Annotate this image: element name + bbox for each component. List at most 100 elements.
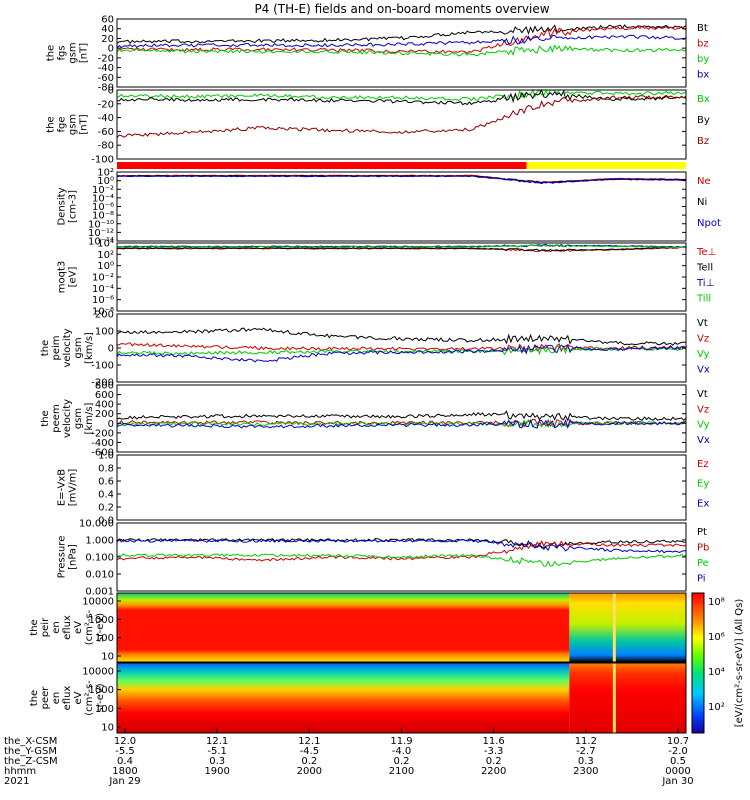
series-temp-Tell: [116, 246, 687, 252]
x-row-label: the_Z-CSM: [4, 756, 58, 767]
y-tick-label: 800: [95, 381, 114, 392]
y-axis-label-line: gsm: [68, 42, 79, 63]
legend-Npot: Npot: [697, 218, 721, 229]
y-tick-label: 10⁻¹²: [88, 228, 114, 239]
y-axis-label-line: gsm: [68, 114, 79, 135]
panel-efield: 1.0 0.8 0.6 0.4 0.2 0.0 E=-VxB[mV/m] Ez Ey Ex: [57, 451, 710, 527]
legend-Bt: Bt: [697, 23, 708, 34]
series-density-Npot: [116, 175, 687, 185]
x-row-label: the_X-CSM: [4, 736, 57, 747]
x-tick-label-z: 0.4: [117, 756, 133, 767]
y-tick-label: 10²: [97, 168, 114, 179]
colorbar-scale: [691, 592, 705, 734]
colorbar-tick-label: 10⁶: [708, 632, 725, 643]
y-axis-label-line: fgs: [57, 45, 68, 60]
mode-bar-yellow: [526, 162, 686, 169]
legend-Vt: Vt: [697, 318, 708, 329]
x-tick-label-hhmm: 2100: [389, 766, 414, 777]
x-tick-label-x: 11.9: [390, 736, 412, 747]
y-tick-label: 10⁻⁶: [92, 202, 114, 213]
series-pressure-Pt: [116, 537, 687, 549]
y-axis-label-line: en: [51, 621, 62, 634]
x-tick-label-y: -5.1: [207, 746, 227, 757]
x-tick-label-hhmm: 1900: [204, 766, 229, 777]
y-tick-label: 600: [95, 390, 114, 401]
series-fgs-bx: [116, 34, 687, 49]
x-tick-label-x: 11.6: [483, 736, 505, 747]
legend-Bz: Bz: [697, 136, 709, 147]
panel-frame: [116, 454, 687, 521]
x-tick-label-z: 0.2: [301, 756, 317, 767]
legend-Vz: Vz: [697, 404, 709, 415]
series-peem-Vt: [116, 410, 687, 422]
line-panels: 6040200-20-40-60-80thefgsgsm[nT]Btbzbybx…: [40, 15, 721, 598]
y-tick-label: 0: [108, 44, 114, 55]
y-tick-label: -40: [98, 113, 114, 124]
x-tick-label-date: Jan 30: [661, 776, 693, 787]
y-tick-label: 0.8: [98, 464, 114, 475]
y-tick-label: -100: [91, 361, 114, 372]
y-axis-label-line: peer: [40, 686, 51, 710]
legend-by: by: [697, 54, 709, 65]
y-axis-label-line: sr-eV): [95, 683, 106, 712]
y-tick-label: 10⁰: [97, 261, 114, 272]
x-axis-table: the_X-CSMthe_Y-GSMthe_Z-CSMhhmm202112.0-…: [4, 728, 694, 787]
x-tick-label-hhmm: 2200: [481, 766, 506, 777]
y-tick-label: -80: [98, 83, 114, 94]
spectrogram-region-late: [569, 663, 686, 733]
y-axis-label-line: the: [40, 410, 51, 426]
y-axis-label-line: eflux: [62, 686, 73, 711]
y-axis-label-line: (cm²-s-: [84, 609, 95, 645]
series-temp-Till: [116, 244, 687, 249]
x-tick-label-x: 11.2: [575, 736, 597, 747]
y-tick-label: 0.001: [85, 587, 114, 598]
y-tick-label: 10⁰: [97, 176, 114, 187]
y-axis-label-line: [km/s]: [84, 402, 95, 434]
legend-Ti⊥: Ti⊥: [696, 278, 714, 289]
y-tick-label: 400: [95, 400, 114, 411]
legend-Pi: Pi: [697, 574, 706, 585]
y-tick-label: 10⁻¹⁴: [88, 237, 114, 248]
x-tick-label-x: 10.7: [667, 736, 689, 747]
y-tick-label: -60: [98, 127, 114, 138]
y-tick-label: 10⁻⁴: [92, 284, 114, 295]
y-tick-label: 100: [95, 633, 114, 644]
y-axis-label-line: peem: [51, 404, 62, 432]
y-tick-label: 10000: [82, 597, 114, 608]
series-pressure-Pi: [116, 538, 687, 554]
y-tick-label: 10.000: [79, 519, 114, 530]
y-axis-label: thepeirenefluxeV(cm²-s-sr-eV): [29, 609, 106, 645]
y-axis-label-line: velocity: [62, 328, 73, 367]
y-tick-label: 10⁻¹⁰: [88, 219, 114, 230]
x-tick-label-y: -2.7: [576, 746, 596, 757]
series-fge-Bx: [116, 88, 687, 102]
x-tick-label-y: -5.5: [115, 746, 135, 757]
figure-title: P4 (TH-E) fields and on-board moments ov…: [254, 2, 549, 16]
spectrogram-peer: 10000 1000 100 10 thepeerenefluxeV(cm²-s-sr-…: [29, 662, 687, 734]
legend-Pt: Pt: [697, 527, 707, 538]
x-tick-label-hhmm: 1800: [112, 766, 137, 777]
x-tick-label-x: 12.0: [114, 736, 136, 747]
y-axis-label-line: [mV/m]: [68, 469, 79, 507]
y-tick-label: -200: [91, 428, 114, 439]
y-tick-label: 40: [101, 24, 114, 35]
y-tick-label: -20: [98, 53, 114, 64]
series-fge-By: [117, 88, 687, 106]
y-tick-label: 10⁻⁸: [92, 211, 114, 222]
x-tick-label-z: 0.2: [486, 756, 502, 767]
x-tick-label-y: -2.0: [668, 746, 688, 757]
y-axis-label-line: Density: [57, 187, 68, 225]
y-axis-label-line: gsm: [73, 408, 84, 429]
y-tick-label: 60: [101, 15, 114, 26]
y-tick-label: -40: [98, 63, 114, 74]
y-tick-label: 1.0: [98, 451, 114, 462]
y-axis-label-line: en: [51, 692, 62, 705]
series-peim-Vy: [116, 344, 687, 356]
y-tick-label: 0.0: [98, 516, 114, 527]
y-tick-label: -600: [91, 448, 114, 459]
y-tick-label: 1.000: [85, 536, 114, 547]
y-axis-label-line: eV: [73, 691, 84, 704]
y-tick-label: -20: [98, 99, 114, 110]
y-axis-label: moqt3[eV]: [57, 261, 79, 294]
